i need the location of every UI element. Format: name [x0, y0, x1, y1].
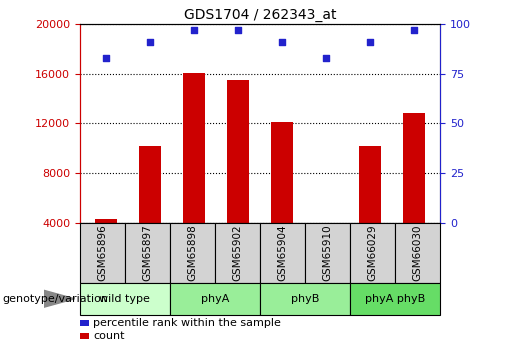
- Bar: [215, 223, 260, 283]
- Bar: [350, 223, 396, 283]
- Bar: [80, 283, 170, 315]
- Text: GSM66029: GSM66029: [368, 224, 377, 281]
- Point: [102, 55, 110, 61]
- Text: GSM65898: GSM65898: [187, 224, 197, 281]
- Bar: [271, 122, 293, 223]
- Bar: [403, 114, 425, 223]
- Point: [146, 39, 154, 45]
- Bar: [170, 223, 215, 283]
- Bar: [95, 219, 117, 223]
- Bar: [396, 223, 440, 283]
- Bar: [260, 223, 305, 283]
- Point: [410, 27, 418, 33]
- Point: [234, 27, 242, 33]
- Text: GSM65897: GSM65897: [143, 224, 152, 281]
- Bar: [350, 283, 440, 315]
- Bar: [170, 283, 260, 315]
- Bar: [227, 80, 249, 223]
- Text: phyA phyB: phyA phyB: [365, 294, 425, 304]
- Text: GSM65902: GSM65902: [233, 224, 243, 281]
- Text: GSM65904: GSM65904: [278, 224, 287, 281]
- Text: count: count: [93, 332, 125, 341]
- Bar: [80, 223, 125, 283]
- Text: GSM66030: GSM66030: [413, 225, 423, 281]
- Text: genotype/variation: genotype/variation: [3, 294, 109, 304]
- Point: [278, 39, 286, 45]
- Bar: [183, 72, 205, 223]
- Text: phyA: phyA: [201, 294, 229, 304]
- Bar: [260, 283, 350, 315]
- Title: GDS1704 / 262343_at: GDS1704 / 262343_at: [184, 8, 336, 22]
- Text: wild type: wild type: [99, 294, 150, 304]
- Point: [366, 39, 374, 45]
- Point: [322, 55, 330, 61]
- Point: [190, 27, 198, 33]
- Bar: [359, 146, 381, 223]
- Bar: [315, 223, 337, 268]
- Text: GSM65910: GSM65910: [323, 224, 333, 281]
- Text: percentile rank within the sample: percentile rank within the sample: [93, 318, 281, 328]
- Bar: [125, 223, 170, 283]
- Bar: [139, 146, 161, 223]
- Text: phyB: phyB: [291, 294, 319, 304]
- Polygon shape: [44, 290, 75, 307]
- Text: GSM65896: GSM65896: [97, 224, 107, 281]
- Bar: [305, 223, 350, 283]
